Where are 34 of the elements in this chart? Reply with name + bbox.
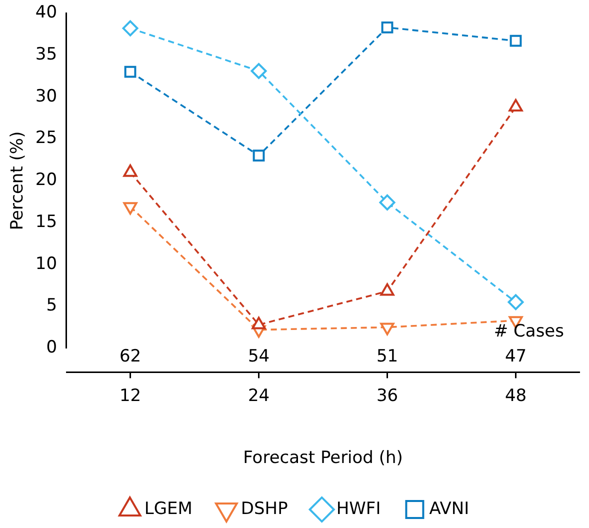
x-tick-label: 48	[504, 386, 527, 406]
y-tick-label: 30	[35, 86, 58, 106]
annotation: # Cases	[494, 322, 564, 342]
legend-label: HWFI	[336, 498, 381, 519]
y-tick-label: 25	[35, 128, 58, 148]
point	[510, 34, 522, 47]
point	[508, 294, 524, 310]
x-tick-label: 36	[376, 386, 398, 406]
legend-label: LGEM	[144, 498, 192, 519]
point	[250, 62, 267, 79]
y-tick-label: 40	[35, 2, 58, 23]
x-tick-label: 24	[248, 386, 270, 406]
y-tick-label: 0	[46, 338, 58, 358]
point	[379, 194, 396, 210]
y-tick-label: 20	[35, 170, 58, 190]
annotation: 62	[119, 346, 142, 367]
point	[122, 20, 138, 36]
legend-label: DSHP	[240, 498, 288, 519]
annotation: 47	[504, 346, 527, 367]
point	[381, 21, 394, 34]
annotation: 51	[376, 346, 398, 367]
y-axis-title: Percent (%)	[8, 131, 28, 230]
annotation: 54	[248, 346, 270, 367]
x-axis-title: Forecast Period (h)	[243, 448, 403, 468]
y-tick-label: 35	[35, 44, 58, 64]
y-tick-label: 15	[35, 212, 58, 232]
point	[252, 150, 265, 162]
y-tick-label: 5	[46, 296, 58, 316]
point	[124, 66, 136, 78]
point	[123, 202, 138, 215]
legend-label: AVNI	[429, 498, 470, 519]
point	[380, 322, 394, 336]
x-tick-label: 12	[119, 386, 142, 406]
y-tick-label: 10	[35, 254, 58, 274]
